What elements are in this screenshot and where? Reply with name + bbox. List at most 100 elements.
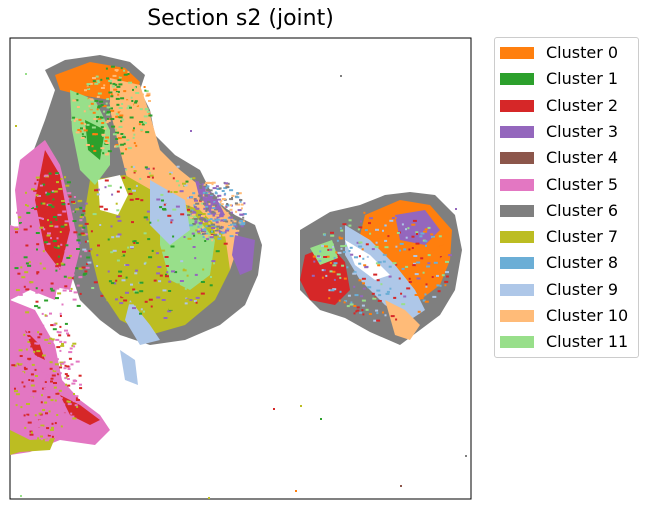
scatter-point bbox=[52, 216, 57, 218]
scatter-point bbox=[162, 289, 167, 292]
scatter-point bbox=[96, 79, 100, 82]
scatter-point bbox=[424, 300, 429, 303]
scatter-point bbox=[105, 142, 110, 144]
scatter-point bbox=[322, 269, 326, 272]
scatter-point bbox=[75, 99, 79, 102]
scatter-point bbox=[187, 214, 191, 216]
scatter-point bbox=[18, 216, 22, 219]
scatter-point bbox=[39, 398, 44, 401]
scatter-point bbox=[439, 256, 442, 259]
scatter-point bbox=[400, 485, 402, 487]
scatter-point bbox=[139, 177, 142, 180]
scatter-point bbox=[64, 220, 69, 223]
scatter-point bbox=[184, 287, 187, 290]
scatter-point bbox=[59, 270, 62, 273]
scatter-point bbox=[25, 343, 28, 346]
scatter-point bbox=[22, 343, 27, 346]
scatter-point bbox=[20, 352, 24, 355]
scatter-point bbox=[92, 140, 96, 143]
scatter-point bbox=[111, 111, 114, 114]
scatter-point bbox=[178, 184, 181, 187]
scatter-point bbox=[35, 287, 38, 290]
scatter-point bbox=[197, 232, 201, 235]
scatter-point bbox=[163, 317, 168, 319]
scatter-point bbox=[131, 100, 134, 102]
scatter-point bbox=[73, 291, 78, 294]
scatter-point bbox=[328, 297, 331, 300]
scatter-point bbox=[337, 251, 342, 254]
scatter-point bbox=[53, 382, 57, 384]
scatter-point bbox=[161, 199, 164, 202]
scatter-point bbox=[165, 265, 169, 267]
scatter-point bbox=[400, 292, 403, 295]
legend-label: Cluster 9 bbox=[546, 279, 619, 299]
scatter-point bbox=[194, 199, 198, 202]
scatter-point bbox=[72, 99, 77, 102]
scatter-point bbox=[202, 228, 207, 231]
scatter-point bbox=[396, 231, 400, 234]
scatter-point bbox=[232, 216, 236, 219]
scatter-point bbox=[401, 303, 406, 306]
scatter-point bbox=[30, 384, 35, 387]
scatter-point bbox=[134, 101, 138, 104]
scatter-point bbox=[117, 137, 122, 140]
scatter-point bbox=[235, 225, 238, 228]
scatter-point bbox=[444, 284, 447, 287]
scatter-point bbox=[72, 342, 77, 345]
scatter-point bbox=[239, 223, 244, 226]
scatter-point bbox=[28, 349, 33, 352]
scatter-point bbox=[117, 111, 121, 114]
scatter-point bbox=[78, 224, 83, 227]
scatter-point bbox=[170, 219, 174, 222]
scatter-point bbox=[230, 232, 234, 235]
scatter-point bbox=[50, 324, 55, 327]
scatter-point bbox=[111, 125, 116, 128]
scatter-point bbox=[229, 208, 233, 211]
scatter-point bbox=[57, 245, 60, 248]
scatter-point bbox=[36, 363, 39, 366]
scatter-point bbox=[69, 290, 73, 292]
scatter-point bbox=[128, 241, 132, 244]
scatter-point bbox=[34, 375, 38, 377]
scatter-point bbox=[110, 251, 114, 254]
scatter-point bbox=[71, 382, 76, 385]
scatter-point bbox=[161, 299, 166, 301]
scatter-point bbox=[90, 248, 93, 251]
scatter-point bbox=[195, 229, 199, 232]
scatter-point bbox=[44, 299, 49, 302]
scatter-point bbox=[38, 427, 42, 430]
scatter-point bbox=[71, 241, 76, 244]
scatter-point bbox=[195, 202, 200, 205]
scatter-point bbox=[354, 294, 359, 297]
scatter-point bbox=[103, 110, 106, 113]
scatter-point bbox=[53, 386, 57, 389]
scatter-point bbox=[60, 243, 63, 246]
scatter-point bbox=[115, 202, 118, 205]
scatter-point bbox=[364, 266, 369, 269]
scatter-point bbox=[438, 235, 442, 238]
scatter-point bbox=[205, 205, 208, 208]
scatter-point bbox=[329, 248, 333, 251]
scatter-point bbox=[426, 265, 431, 268]
scatter-point bbox=[29, 225, 32, 228]
scatter-point bbox=[73, 231, 78, 234]
scatter-point bbox=[202, 183, 206, 186]
legend-label: Cluster 10 bbox=[546, 306, 629, 325]
scatter-point bbox=[207, 200, 211, 203]
scatter-point bbox=[85, 144, 90, 146]
scatter-point bbox=[96, 120, 98, 123]
scatter-point bbox=[116, 215, 121, 218]
scatter-point bbox=[50, 282, 54, 285]
scatter-point bbox=[73, 120, 76, 122]
scatter-point bbox=[28, 396, 32, 399]
scatter-point bbox=[68, 357, 72, 360]
scatter-point bbox=[216, 207, 221, 210]
scatter-point bbox=[76, 405, 79, 408]
scatter-point bbox=[49, 224, 54, 227]
scatter-point bbox=[60, 363, 62, 366]
scatter-point bbox=[424, 228, 428, 231]
scatter-point bbox=[132, 165, 135, 168]
tissue-regions bbox=[10, 55, 462, 455]
scatter-point bbox=[55, 218, 58, 221]
scatter-point bbox=[118, 270, 123, 273]
